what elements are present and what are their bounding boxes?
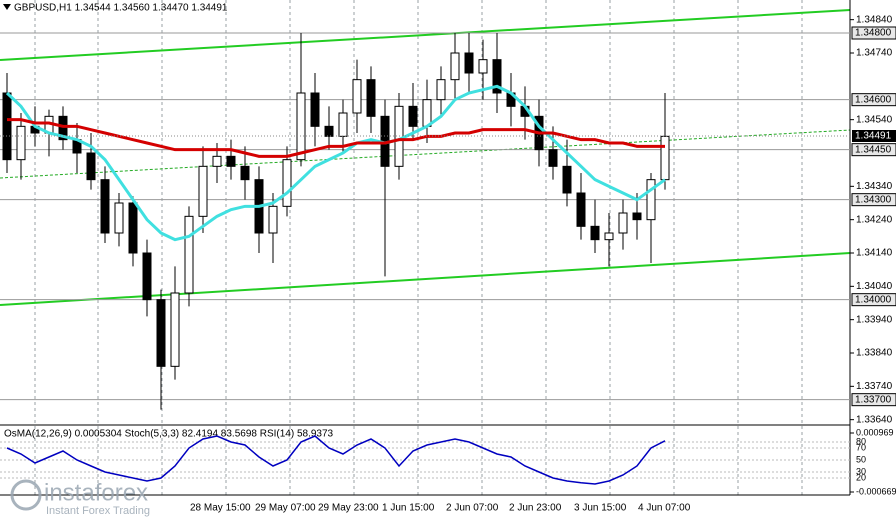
candle-body bbox=[492, 59, 502, 94]
candle-body bbox=[170, 292, 180, 367]
current-price-box bbox=[852, 130, 896, 142]
candle-body bbox=[86, 152, 96, 181]
candle-body bbox=[604, 232, 614, 241]
y-tick-label: 1.34740 bbox=[856, 48, 893, 59]
candle-body bbox=[58, 115, 68, 141]
candle-body bbox=[618, 212, 628, 234]
candle-body bbox=[422, 99, 432, 127]
candle-body bbox=[478, 59, 488, 74]
candle-body bbox=[212, 155, 222, 167]
level-label: 1.34450 bbox=[855, 144, 892, 155]
vertical-grid bbox=[34, 0, 803, 495]
channel-upper bbox=[0, 9, 851, 61]
watermark: instaforex Instant Forex Trading bbox=[10, 479, 150, 517]
candle-body bbox=[352, 79, 362, 114]
candle-body bbox=[632, 212, 642, 221]
candle-body bbox=[198, 165, 208, 217]
x-tick-label: 1 Jun 15:00 bbox=[382, 503, 435, 514]
x-tick-label: 28 May 15:00 bbox=[190, 503, 251, 514]
candle-body bbox=[590, 225, 600, 241]
candle-body bbox=[128, 202, 138, 254]
indicator-y2-label: 0.000969 bbox=[856, 427, 894, 437]
indicator-tick-label: 30 bbox=[856, 466, 866, 476]
watermark-logo bbox=[10, 479, 42, 511]
indicator-tick-label: 20 bbox=[856, 472, 866, 482]
candle-body bbox=[100, 179, 110, 234]
x-tick-label: 29 May 07:00 bbox=[255, 503, 316, 514]
x-tick-label: 2 Jun 07:00 bbox=[446, 503, 499, 514]
candle-body bbox=[548, 149, 558, 167]
indicator-y2-label: -0.000669 bbox=[856, 486, 896, 496]
y-tick-label: 1.33840 bbox=[856, 348, 893, 359]
y-tick-label: 1.34540 bbox=[856, 114, 893, 125]
moving-average bbox=[5, 84, 666, 242]
level-box bbox=[851, 293, 896, 307]
candle-body bbox=[268, 205, 278, 234]
candle-body bbox=[226, 155, 236, 167]
chart-title: GBPUSD,H1 1.34544 1.34560 1.34470 1.3449… bbox=[14, 3, 228, 14]
y-tick-label: 1.34340 bbox=[856, 181, 893, 192]
candle-body bbox=[366, 79, 376, 117]
candle-body bbox=[450, 52, 460, 81]
level-label: 1.34000 bbox=[855, 294, 892, 305]
indicator-title: OsMA(12,26,9) 0.0005304 Stoch(5,3,3) 82.… bbox=[4, 429, 334, 440]
indicator-tick-label: 70 bbox=[856, 442, 866, 452]
y-tick-label: 1.34240 bbox=[856, 214, 893, 225]
level-box bbox=[851, 393, 896, 407]
level-label: 1.34300 bbox=[855, 194, 892, 205]
level-label: 1.34800 bbox=[855, 28, 892, 39]
candle-body bbox=[156, 299, 166, 367]
stochastic-line bbox=[6, 435, 666, 485]
channel-lower bbox=[0, 252, 851, 306]
candle-body bbox=[142, 252, 152, 301]
candle-body bbox=[282, 159, 292, 207]
candle-body bbox=[576, 192, 586, 227]
y-tick-label: 1.33640 bbox=[856, 414, 893, 425]
candle-body bbox=[436, 79, 446, 101]
watermark-tagline: Instant Forex Trading bbox=[46, 505, 150, 517]
y-tick-label: 1.34140 bbox=[856, 248, 893, 259]
y-tick-label: 1.34840 bbox=[856, 14, 893, 25]
candle-body bbox=[660, 135, 670, 181]
trend-line bbox=[0, 129, 851, 179]
candle-body bbox=[338, 112, 348, 137]
current-price-label: 1.34491 bbox=[855, 131, 892, 142]
title-arrow bbox=[3, 4, 11, 10]
y-tick-label: 1.34040 bbox=[856, 281, 893, 292]
candle-body bbox=[16, 125, 26, 161]
y-tick-label: 1.33740 bbox=[856, 381, 893, 392]
candle-body bbox=[2, 92, 12, 161]
candle-body bbox=[464, 52, 474, 74]
level-box bbox=[851, 26, 896, 40]
indicator-tick-label: 80 bbox=[856, 436, 866, 446]
watermark-brand: instaforex bbox=[44, 479, 148, 506]
candle-body bbox=[240, 165, 250, 181]
x-tick-label: 2 Jun 23:00 bbox=[509, 503, 562, 514]
level-label: 1.33700 bbox=[855, 394, 892, 405]
candle-body bbox=[296, 92, 306, 161]
indicator-tick-label: 50 bbox=[856, 454, 866, 464]
level-box bbox=[851, 193, 896, 207]
level-box bbox=[851, 93, 896, 107]
candle-body bbox=[324, 125, 334, 137]
x-tick-label: 4 Jun 07:00 bbox=[638, 503, 691, 514]
candle-body bbox=[562, 165, 572, 194]
candle-body bbox=[646, 179, 656, 221]
candle-body bbox=[310, 92, 320, 127]
candle-body bbox=[184, 215, 194, 294]
moving-average bbox=[7, 118, 665, 158]
y-tick-label: 1.33940 bbox=[856, 314, 893, 325]
x-tick-label: 29 May 23:00 bbox=[318, 503, 379, 514]
x-tick-label: 3 Jun 15:00 bbox=[574, 503, 627, 514]
candle-body bbox=[408, 105, 418, 127]
candle-body bbox=[114, 202, 124, 234]
level-label: 1.34600 bbox=[855, 94, 892, 105]
level-box bbox=[851, 143, 896, 157]
